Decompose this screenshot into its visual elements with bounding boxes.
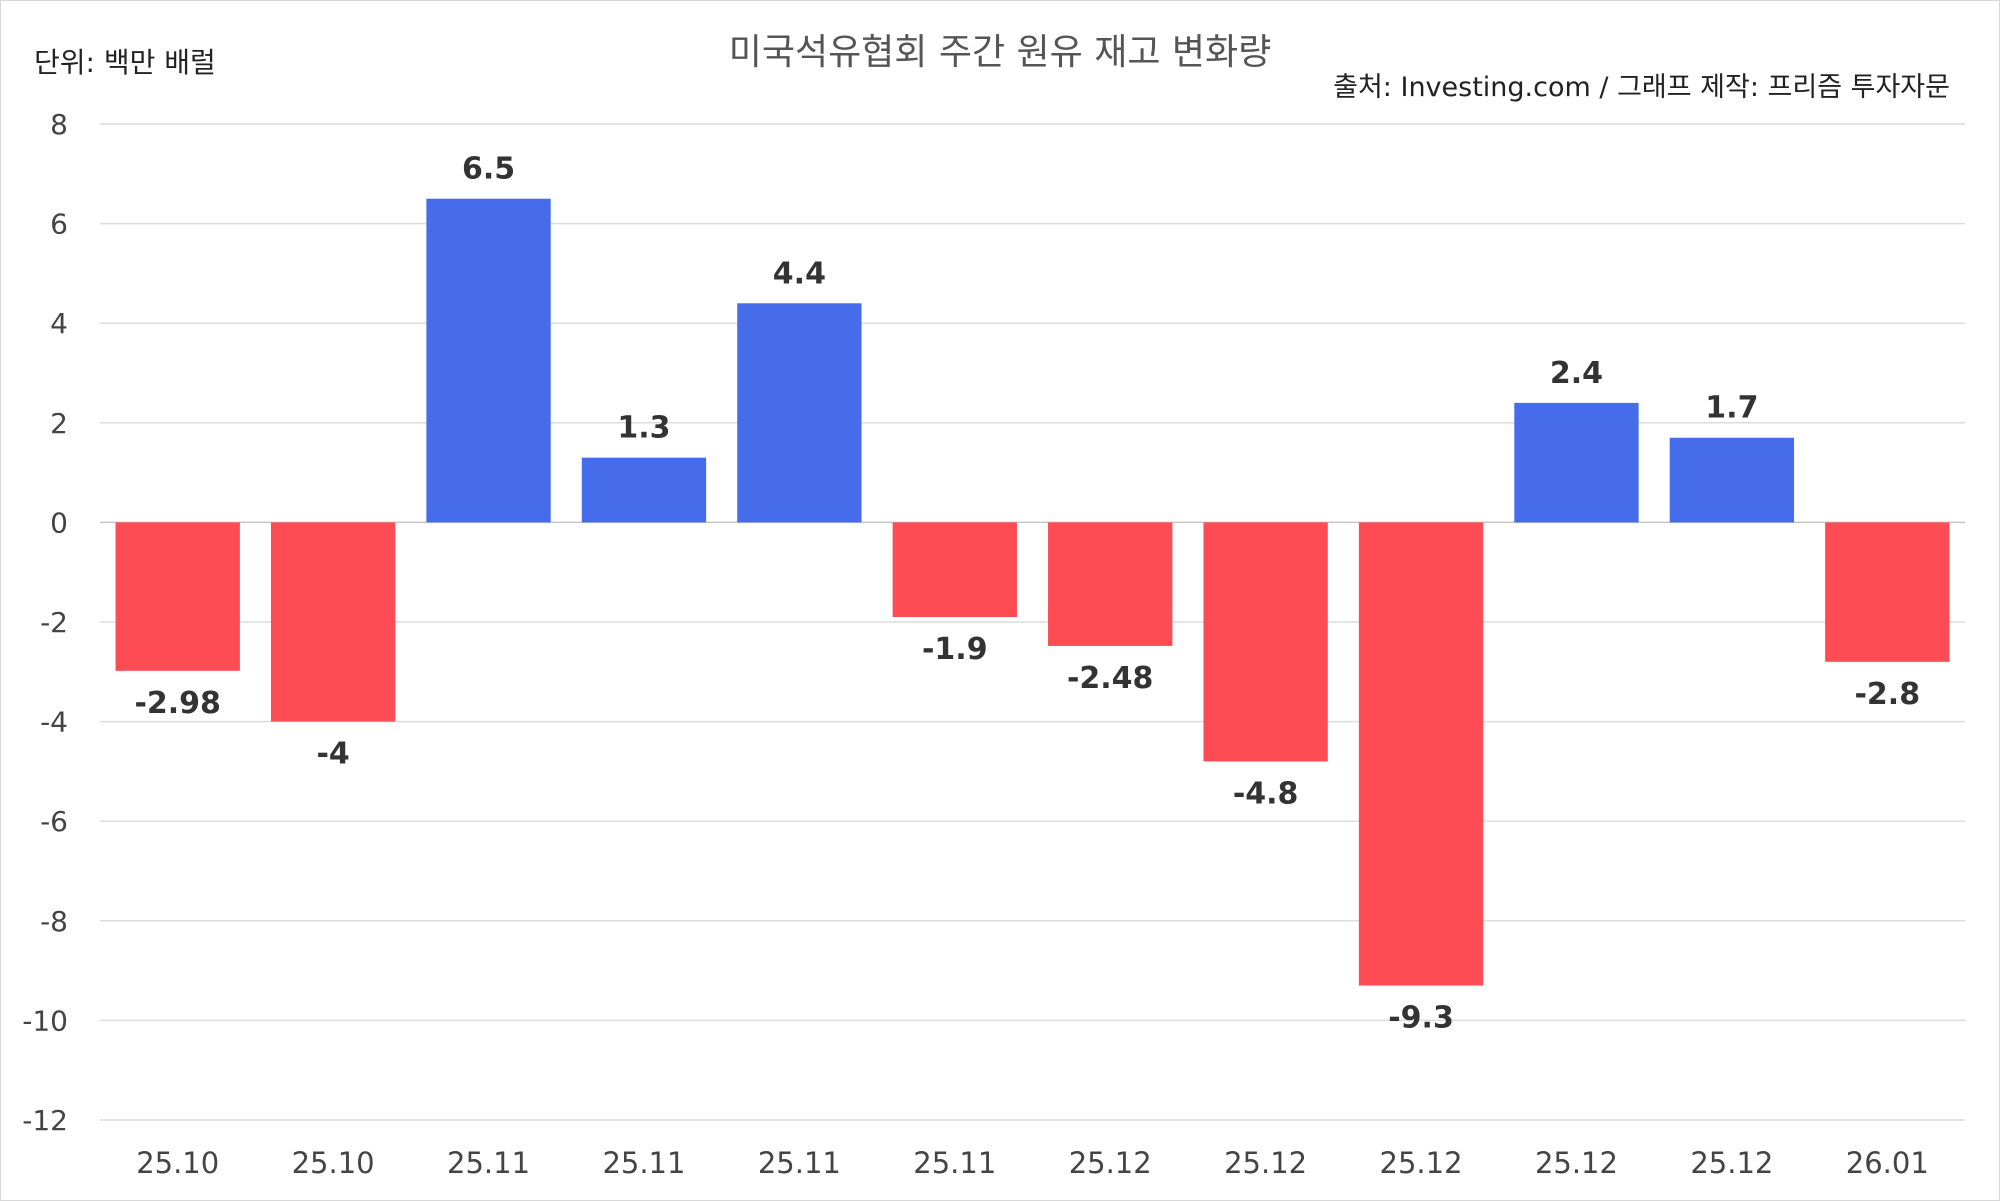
bars [115, 198, 1950, 986]
y-tick-label: 4 [50, 307, 68, 340]
unit-label: 단위: 백만 배럴 [34, 46, 216, 79]
data-label: -4.8 [1233, 776, 1299, 811]
bar [1669, 437, 1795, 523]
x-tick-label: 25.12 [1690, 1146, 1773, 1180]
y-tick-label: 8 [50, 108, 68, 141]
data-label: 2.4 [1550, 356, 1603, 391]
y-tick-label: 6 [50, 208, 68, 241]
y-tick-label: -8 [40, 905, 68, 938]
x-tick-label: 25.11 [913, 1146, 996, 1180]
bar [1203, 522, 1328, 762]
x-tick-label: 25.11 [758, 1146, 841, 1180]
x-tick-label: 25.12 [1224, 1146, 1307, 1180]
x-axis: 25.10 25.10 25.11 25.11 25.11 25.11 25.12 25.12… [136, 1146, 1929, 1180]
y-tick-label: 2 [50, 407, 68, 440]
y-tick-label: -12 [22, 1104, 68, 1137]
y-tick-label: 0 [50, 506, 68, 539]
bar [581, 457, 707, 523]
x-tick-label: 25.11 [602, 1146, 685, 1180]
bar [1514, 402, 1639, 523]
y-tick-label: -2 [40, 606, 68, 639]
bar [1048, 522, 1173, 646]
bar [737, 303, 862, 523]
x-tick-label: 25.11 [447, 1146, 530, 1180]
data-label: -1.9 [922, 632, 988, 667]
data-label: -2.8 [1854, 677, 1920, 712]
bar [270, 522, 396, 722]
bar [892, 522, 1017, 618]
bar [426, 198, 551, 523]
x-tick-label: 25.10 [292, 1146, 375, 1180]
gridlines [100, 123, 1965, 1121]
bar [1825, 522, 1950, 662]
x-tick-label: 25.12 [1380, 1146, 1463, 1180]
data-label: 1.7 [1705, 391, 1758, 426]
data-labels: -2.98 -4 6.5 1.3 4.4 -1.9 -2.48 -4.8 -9.3 2.4 1.7 -… [134, 152, 1920, 1036]
data-label: 4.4 [773, 256, 826, 291]
x-tick-label: 26.01 [1846, 1146, 1929, 1180]
y-tick-label: -4 [40, 706, 68, 739]
data-label: -2.48 [1067, 661, 1153, 696]
source-label: 출처: Investing.com / 그래프 제작: 프리즘 투자자문 [1333, 72, 1950, 103]
y-tick-label: -6 [40, 805, 68, 838]
data-label: -4 [316, 737, 349, 772]
x-tick-label: 25.12 [1535, 1146, 1618, 1180]
bar [115, 522, 240, 671]
y-axis: 8 6 4 2 0 -2 -4 -6 -8 -10 -12 [22, 108, 68, 1137]
y-tick-label: -10 [22, 1004, 68, 1037]
x-tick-label: 25.12 [1069, 1146, 1152, 1180]
chart-title: 미국석유협회 주간 원유 재고 변화량 [729, 32, 1272, 73]
x-tick-label: 25.10 [136, 1146, 219, 1180]
data-label: 1.3 [617, 411, 670, 446]
data-label: -9.3 [1388, 1001, 1454, 1036]
data-label: -2.98 [134, 686, 220, 721]
data-label: 6.5 [462, 152, 515, 187]
bar [1358, 522, 1484, 986]
